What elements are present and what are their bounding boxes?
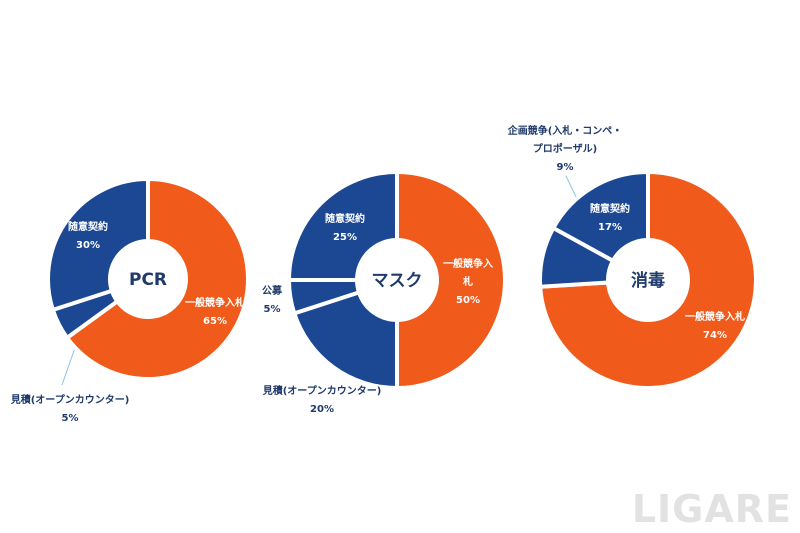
slice-label: 一般競争入札 74%	[685, 309, 745, 345]
slice-label: 一般競争入札 65%	[185, 295, 245, 331]
donut-slice	[46, 176, 150, 313]
value-label: 20%	[310, 404, 334, 415]
category-label: 随意契約	[590, 204, 630, 215]
value-label: 50%	[456, 295, 480, 306]
value-label: 9%	[556, 162, 574, 173]
center-label: PCR	[129, 270, 167, 290]
slice-label: 一般競争入札 50%	[440, 256, 496, 310]
donut-slice	[538, 169, 758, 390]
donut-slice	[395, 169, 507, 391]
slice-label: 企画競争(入札・コンペ・ プロポーザル) 9%	[508, 123, 623, 177]
slice-label: 随意契約 17%	[590, 201, 630, 237]
category-label: 見積(オープンカウンター)	[10, 395, 130, 406]
category-label: 一般競争入札	[443, 259, 493, 288]
value-label: 74%	[703, 330, 727, 341]
value-label: 5%	[263, 304, 281, 315]
value-label: 5%	[61, 413, 79, 424]
slice-label: 随意契約 30%	[68, 219, 108, 255]
donut-slice	[550, 169, 650, 264]
slice-label: 公募 5%	[262, 283, 282, 319]
value-label: 25%	[333, 232, 357, 243]
donut-slice	[64, 176, 250, 381]
value-label: 65%	[203, 316, 227, 327]
slice-label: 見積(オープンカウンター) 20%	[263, 383, 382, 419]
donut-slice	[286, 169, 399, 282]
category-label: 随意契約	[325, 214, 365, 225]
center-label: 消毒	[631, 270, 665, 291]
category-label: 随意契約	[68, 222, 108, 233]
slice-label: 随意契約 25%	[325, 211, 365, 247]
category-label: 見積(オープンカウンター)	[262, 386, 382, 397]
category-label: 一般競争入札	[185, 298, 245, 309]
donut-slice	[291, 289, 399, 391]
category-label: 公募	[262, 286, 282, 297]
value-label: 17%	[598, 222, 622, 233]
slice-label: 見積(オープンカウンター) 5%	[11, 392, 130, 428]
category-label: 企画競争(入札・コンペ・ プロポーザル)	[507, 126, 623, 155]
watermark: LIGARE	[631, 487, 792, 531]
category-label: 一般競争入札	[685, 312, 745, 323]
center-label: マスク	[372, 271, 423, 291]
value-label: 30%	[76, 240, 100, 251]
